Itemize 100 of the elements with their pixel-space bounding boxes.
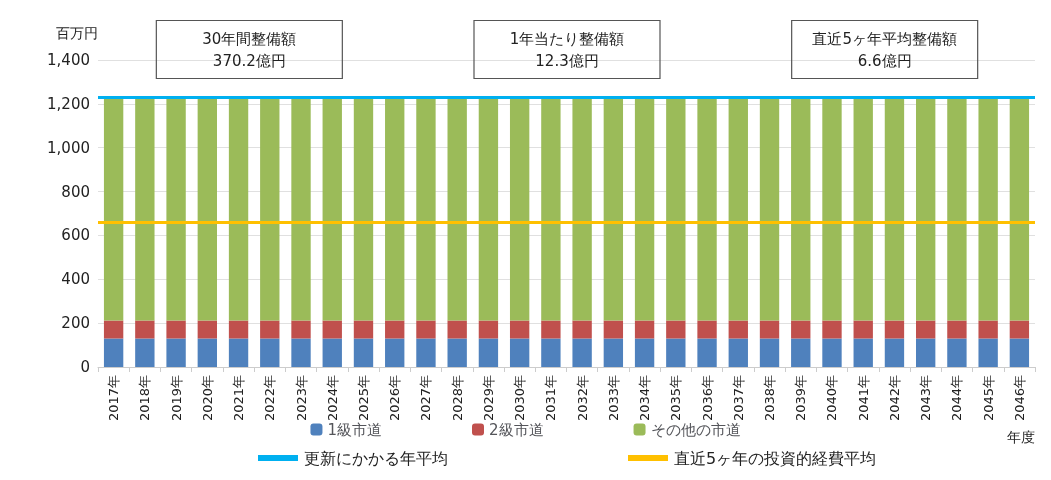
bar xyxy=(478,97,499,321)
bar xyxy=(228,97,249,321)
x-tick-label: 2035年 xyxy=(668,375,684,422)
bar xyxy=(353,320,374,339)
bar xyxy=(978,320,998,339)
bar xyxy=(916,320,936,339)
legend-label: 直近5ヶ年の投資的経費平均 xyxy=(674,448,877,468)
bar xyxy=(728,97,748,321)
x-tick-label: 2043年 xyxy=(918,375,934,422)
x-tick-label: 2045年 xyxy=(980,375,996,422)
x-tick-label: 2021年 xyxy=(231,375,247,422)
x-tick-label: 2022年 xyxy=(262,375,278,422)
x-tick-label: 2025年 xyxy=(355,375,371,422)
bar xyxy=(478,320,499,339)
x-tick-label: 2027年 xyxy=(418,375,434,422)
bar xyxy=(884,97,905,321)
bar xyxy=(572,320,592,339)
y-tick-label: 1,200 xyxy=(47,94,90,113)
bar xyxy=(759,97,780,321)
y-axis-title: 百万円 xyxy=(56,25,98,41)
y-tick-label: 0 xyxy=(80,358,90,376)
bar xyxy=(416,338,436,367)
bar xyxy=(853,320,873,339)
bar xyxy=(853,338,873,367)
x-tick-label: 2046年 xyxy=(1011,375,1027,422)
x-tick-label: 2032年 xyxy=(574,375,590,422)
bar xyxy=(728,320,748,339)
bar xyxy=(697,320,717,339)
bar xyxy=(884,338,905,367)
bar xyxy=(416,97,436,321)
bar xyxy=(603,320,624,339)
bar xyxy=(260,320,280,339)
x-tick-label: 2028年 xyxy=(449,375,465,422)
bar xyxy=(103,97,124,321)
y-tick-label: 600 xyxy=(61,226,90,245)
bar xyxy=(385,320,405,339)
bar xyxy=(135,97,155,321)
x-tick-label: 2017年 xyxy=(106,375,122,422)
x-tick-label: 2038年 xyxy=(762,375,778,422)
x-tick-label: 2033年 xyxy=(605,375,621,422)
bar xyxy=(759,338,780,367)
bar xyxy=(947,97,967,321)
annotation: 30年間整備額 370.2億円 xyxy=(202,29,297,70)
x-tick-label: 2030年 xyxy=(512,375,528,422)
x-tick-label: 2039年 xyxy=(793,375,809,422)
bar xyxy=(478,338,499,367)
bar xyxy=(135,338,155,367)
bar xyxy=(135,320,155,339)
x-tick-label: 2036年 xyxy=(699,375,715,422)
legend-label: 2級市道 xyxy=(489,420,544,439)
bar xyxy=(166,338,186,367)
y-tick-label: 1,400 xyxy=(47,51,90,69)
bar xyxy=(385,338,405,367)
bar xyxy=(822,320,842,339)
legend-label: 1級市道 xyxy=(327,420,382,439)
bar xyxy=(791,338,811,367)
bar xyxy=(447,97,467,321)
bar xyxy=(416,320,436,339)
bar xyxy=(947,320,967,339)
bar xyxy=(509,320,530,339)
bar xyxy=(228,338,249,367)
x-tick-label: 2040年 xyxy=(824,375,840,422)
bar xyxy=(666,320,686,339)
bar xyxy=(791,97,811,321)
bar xyxy=(978,338,998,367)
bar xyxy=(916,338,936,367)
bar xyxy=(291,97,311,321)
bar xyxy=(1009,97,1030,321)
x-tick-label: 2020年 xyxy=(199,375,215,422)
bar xyxy=(572,97,592,321)
bar xyxy=(197,97,217,321)
bar xyxy=(541,97,561,321)
bar xyxy=(791,320,811,339)
bar xyxy=(1009,320,1030,339)
bar xyxy=(697,97,717,321)
bar xyxy=(291,338,311,367)
bar xyxy=(1009,338,1030,367)
bar xyxy=(166,320,186,339)
bar xyxy=(322,338,342,367)
legend-label: その他の市道 xyxy=(650,420,741,439)
annotation: 直近5ヶ年平均整備額 6.6億円 xyxy=(812,29,957,70)
bar xyxy=(103,338,124,367)
x-tick-label: 2023年 xyxy=(293,375,309,422)
bar xyxy=(697,338,717,367)
bar xyxy=(260,97,280,321)
bar xyxy=(166,97,186,321)
bar xyxy=(634,338,655,367)
bar xyxy=(447,320,467,339)
x-tick-label: 2029年 xyxy=(480,375,496,422)
x-tick-label: 2031年 xyxy=(543,375,559,422)
bar xyxy=(541,320,561,339)
bar xyxy=(322,320,342,339)
x-tick-label: 2041年 xyxy=(855,375,871,422)
bar xyxy=(353,338,374,367)
y-tick-label: 1,000 xyxy=(47,138,90,157)
bar xyxy=(603,338,624,367)
bar xyxy=(634,97,655,321)
bar xyxy=(447,338,467,367)
x-tick-label: 2044年 xyxy=(949,375,965,422)
x-tick-label: 2019年 xyxy=(168,375,184,422)
